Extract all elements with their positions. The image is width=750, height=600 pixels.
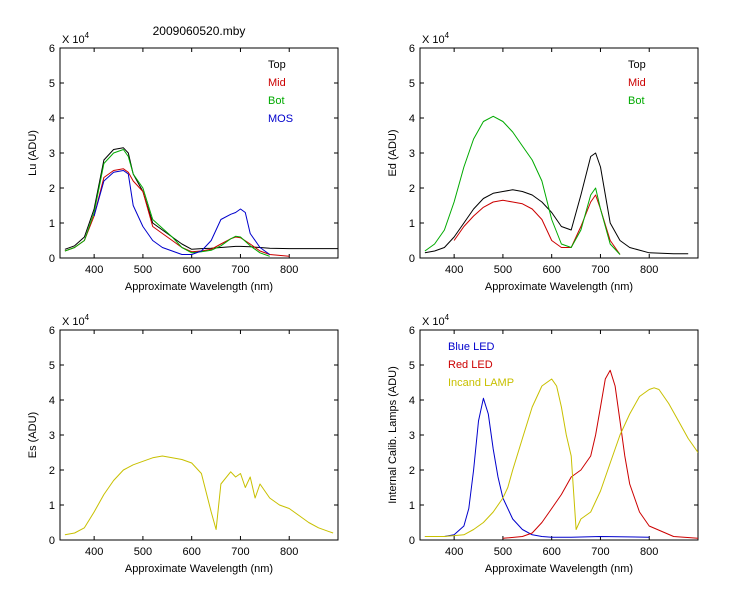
x-tick-label: 800 <box>640 264 658 276</box>
x-tick-label: 500 <box>134 264 152 276</box>
legend-entry-mid: Mid <box>268 77 286 89</box>
x-tick-label: 600 <box>183 546 201 558</box>
y-multiplier-base: X 10 <box>422 34 445 46</box>
legend-entry-blue-led: Blue LED <box>448 341 495 353</box>
y-multiplier: X 104 <box>62 313 90 328</box>
y-tick-label: 1 <box>409 218 415 230</box>
x-tick-label: 600 <box>183 264 201 276</box>
y-multiplier-base: X 10 <box>422 316 445 328</box>
legend-entry-bot: Bot <box>628 95 645 107</box>
y-axis-label: Ed (ADU) <box>387 129 399 176</box>
y-tick-label: 6 <box>49 43 55 55</box>
y-tick-label: 6 <box>409 43 415 55</box>
y-multiplier: X 104 <box>62 31 90 46</box>
y-axis-label: Lu (ADU) <box>27 130 39 176</box>
x-axis-label: Approximate Wavelength (nm) <box>485 563 633 575</box>
y-tick-label: 0 <box>409 253 415 265</box>
series-line-top <box>424 152 689 255</box>
x-tick-label: 400 <box>445 264 463 276</box>
series-line-bot <box>64 149 270 257</box>
y-tick-label: 3 <box>409 148 415 160</box>
y-tick-label: 4 <box>409 113 415 125</box>
x-tick-label: 700 <box>231 264 249 276</box>
y-multiplier: X 104 <box>422 31 450 46</box>
y-tick-label: 3 <box>49 148 55 160</box>
y-tick-label: 2 <box>49 465 55 477</box>
series-line-incand-lamp <box>424 378 698 537</box>
x-tick-label: 500 <box>494 264 512 276</box>
legend-entry-top: Top <box>268 59 286 71</box>
plot-frame <box>59 329 339 541</box>
series-line-blue-led <box>424 397 650 538</box>
legend-entry-bot: Bot <box>268 95 285 107</box>
y-tick-label: 0 <box>49 253 55 265</box>
y-tick-label: 5 <box>49 360 55 372</box>
legend-entry-top: Top <box>628 59 646 71</box>
y-tick-label: 2 <box>49 183 55 195</box>
x-tick-label: 800 <box>280 264 298 276</box>
x-tick-label: 600 <box>543 264 561 276</box>
y-tick-label: 5 <box>409 360 415 372</box>
y-multiplier: X 104 <box>422 313 450 328</box>
y-axis-label: Internal Calib. Lamps (ADU) <box>387 366 399 504</box>
y-multiplier-base: X 10 <box>62 34 85 46</box>
x-tick-label: 700 <box>591 264 609 276</box>
y-tick-label: 4 <box>49 395 55 407</box>
x-tick-label: 700 <box>591 546 609 558</box>
figure-title: 2009060520.mby <box>153 24 246 38</box>
x-axis-label: Approximate Wavelength (nm) <box>485 281 633 293</box>
x-tick-label: 500 <box>494 546 512 558</box>
x-tick-label: 400 <box>445 546 463 558</box>
x-tick-label: 800 <box>640 546 658 558</box>
y-tick-label: 1 <box>49 500 55 512</box>
y-multiplier-exponent: 4 <box>445 313 450 322</box>
y-tick-label: 5 <box>49 78 55 90</box>
series-line-red-led <box>502 369 698 539</box>
y-tick-label: 5 <box>409 78 415 90</box>
y-tick-label: 4 <box>409 395 415 407</box>
y-tick-label: 0 <box>49 535 55 547</box>
y-tick-label: 2 <box>409 183 415 195</box>
y-tick-label: 2 <box>409 465 415 477</box>
legend-entry-incand-lamp: Incand LAMP <box>448 377 514 389</box>
y-multiplier-exponent: 4 <box>85 313 90 322</box>
y-multiplier-base: X 10 <box>62 316 85 328</box>
y-tick-label: 1 <box>409 500 415 512</box>
x-tick-label: 600 <box>543 546 561 558</box>
x-axis-label: Approximate Wavelength (nm) <box>125 563 273 575</box>
y-tick-label: 3 <box>409 430 415 442</box>
y-tick-label: 6 <box>49 325 55 337</box>
series-line-series-1 <box>64 455 334 536</box>
y-tick-label: 6 <box>409 325 415 337</box>
y-tick-label: 0 <box>409 535 415 547</box>
x-tick-label: 400 <box>85 264 103 276</box>
y-axis-label: Es (ADU) <box>27 412 39 458</box>
x-tick-label: 400 <box>85 546 103 558</box>
y-tick-label: 1 <box>49 218 55 230</box>
x-axis-label: Approximate Wavelength (nm) <box>125 281 273 293</box>
x-tick-label: 800 <box>280 546 298 558</box>
series-line-mos <box>93 170 270 255</box>
plot-frame <box>59 47 339 259</box>
x-tick-label: 500 <box>134 546 152 558</box>
y-tick-label: 3 <box>49 430 55 442</box>
series-line-bot <box>424 115 621 255</box>
legend-entry-mos: MOS <box>268 113 293 125</box>
y-multiplier-exponent: 4 <box>85 31 90 40</box>
series-line-top <box>64 147 338 250</box>
legend-entry-mid: Mid <box>628 77 646 89</box>
y-tick-label: 4 <box>49 113 55 125</box>
series-line-mid <box>453 194 621 255</box>
legend-entry-red-led: Red LED <box>448 359 493 371</box>
y-multiplier-exponent: 4 <box>445 31 450 40</box>
series-line-mid <box>64 168 290 257</box>
x-tick-label: 700 <box>231 546 249 558</box>
